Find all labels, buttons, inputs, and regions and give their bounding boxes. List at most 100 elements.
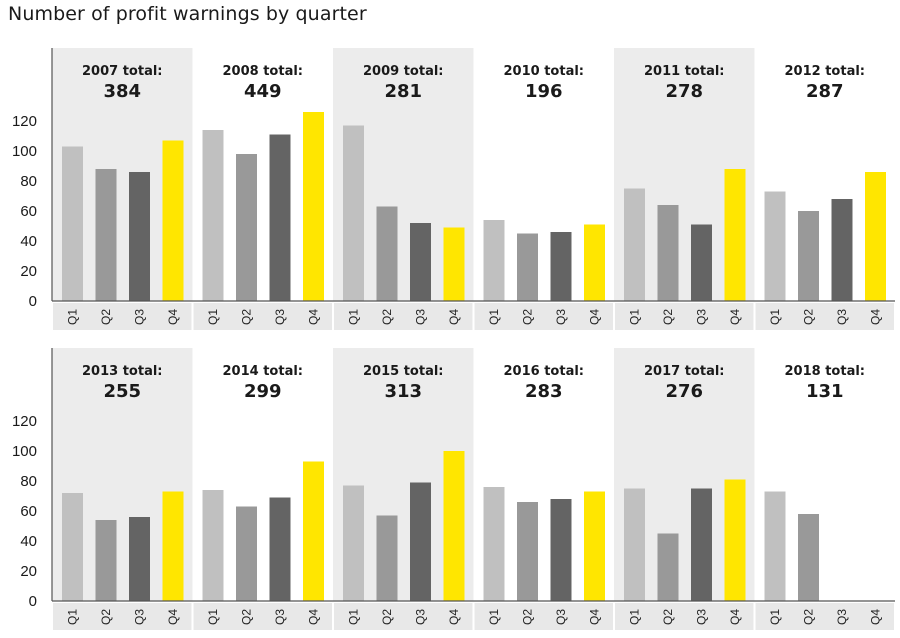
quarter-tick-label: Q4 xyxy=(166,609,180,625)
panel-year-label: 2014 total: xyxy=(223,364,304,379)
panel-total-value: 287 xyxy=(806,81,844,102)
panel-8: 2014 total: 299 Q1 Q2 Q3 Q4 xyxy=(193,364,332,630)
bar-q4 xyxy=(303,112,324,301)
bar-q3 xyxy=(691,488,712,601)
bar-q1 xyxy=(483,220,505,301)
quarter-tick-label: Q1 xyxy=(347,309,361,325)
quarter-tick-label: Q2 xyxy=(99,609,113,625)
bar-q3 xyxy=(269,134,291,301)
bar-q1 xyxy=(202,490,224,601)
bar-q4 xyxy=(584,224,605,301)
quarter-tick-label: Q3 xyxy=(835,609,849,625)
quarter-tick-label: Q2 xyxy=(240,309,254,325)
quarter-tick-label: Q4 xyxy=(447,609,461,625)
quarter-label-strip xyxy=(474,603,613,630)
bar-q1 xyxy=(624,188,645,301)
y-tick-label: 40 xyxy=(20,233,37,250)
panel-12: 2018 total: 131 Q1 Q2 Q3 Q4 xyxy=(755,364,894,630)
bar-q3 xyxy=(550,232,572,301)
quarter-tick-label: Q4 xyxy=(869,309,883,325)
quarter-tick-label: Q2 xyxy=(380,609,394,625)
quarter-tick-label: Q1 xyxy=(66,609,80,625)
bar-q1 xyxy=(483,487,505,601)
quarter-label-strip xyxy=(53,603,192,630)
quarter-tick-label: Q3 xyxy=(695,609,709,625)
panel-11: 2017 total: 276 Q1 Q2 Q3 Q4 xyxy=(614,348,755,630)
bar-q1 xyxy=(202,130,224,301)
quarter-tick-label: Q2 xyxy=(661,609,675,625)
quarter-tick-label: Q2 xyxy=(99,309,113,325)
bar-q4 xyxy=(584,491,605,601)
y-tick-label: 120 xyxy=(12,113,37,130)
quarter-tick-label: Q4 xyxy=(728,609,742,625)
quarter-tick-label: Q2 xyxy=(521,609,535,625)
panel-9: 2015 total: 313 Q1 Q2 Q3 Q4 xyxy=(333,348,474,630)
y-tick-label: 60 xyxy=(20,503,37,520)
quarter-tick-label: Q3 xyxy=(554,609,568,625)
y-tick-label: 0 xyxy=(29,293,37,310)
bar-q1 xyxy=(343,125,364,301)
bar-q2 xyxy=(657,205,679,301)
quarter-tick-label: Q1 xyxy=(347,609,361,625)
bar-q4 xyxy=(724,479,746,601)
bar-q4 xyxy=(162,491,184,601)
bar-q3 xyxy=(691,224,712,301)
quarter-tick-label: Q1 xyxy=(206,609,220,625)
panel-total-value: 449 xyxy=(244,81,282,102)
bar-q2 xyxy=(236,154,257,301)
y-axis-1: 0 20 40 60 80 100 120 xyxy=(12,48,895,310)
quarter-tick-label: Q3 xyxy=(273,609,287,625)
quarter-tick-label: Q2 xyxy=(240,609,254,625)
quarter-tick-label: Q1 xyxy=(206,309,220,325)
bar-q4 xyxy=(162,140,184,301)
bar-q3 xyxy=(129,517,150,601)
quarter-label-strip xyxy=(53,303,192,330)
quarter-label-strip xyxy=(615,303,754,330)
panel-total-value: 283 xyxy=(525,381,563,402)
bar-q4 xyxy=(443,451,465,601)
bar-q4 xyxy=(303,461,324,601)
quarter-tick-label: Q3 xyxy=(414,609,428,625)
y-tick-label: 80 xyxy=(20,173,37,190)
panel-year-label: 2012 total: xyxy=(785,64,866,79)
quarter-tick-label: Q3 xyxy=(133,609,147,625)
quarter-tick-label: Q2 xyxy=(802,309,816,325)
quarter-tick-label: Q3 xyxy=(133,309,147,325)
quarter-tick-label: Q3 xyxy=(835,309,849,325)
y-axis-2: 0 20 40 60 80 100 120 xyxy=(12,348,895,610)
bar-q2 xyxy=(376,206,398,301)
bar-q2 xyxy=(376,515,398,601)
quarter-tick-label: Q2 xyxy=(521,309,535,325)
bar-q1 xyxy=(764,191,786,301)
quarter-tick-label: Q1 xyxy=(487,609,501,625)
bar-q1 xyxy=(764,491,786,601)
y-tick-label: 20 xyxy=(20,563,37,580)
quarter-tick-label: Q4 xyxy=(166,309,180,325)
panel-6: 2012 total: 287 Q1 Q2 Q3 Q4 xyxy=(755,64,894,330)
bar-q2 xyxy=(236,506,257,601)
quarter-label-strip xyxy=(755,303,894,330)
bar-q2 xyxy=(798,514,819,601)
panel-2: 2008 total: 449 Q1 Q2 Q3 Q4 xyxy=(193,64,332,330)
panel-year-label: 2013 total: xyxy=(82,364,163,379)
bar-q3 xyxy=(410,482,431,601)
quarter-tick-label: Q3 xyxy=(414,309,428,325)
quarter-tick-label: Q4 xyxy=(869,609,883,625)
quarter-label-strip xyxy=(755,603,894,630)
bar-q3 xyxy=(269,497,291,601)
bar-q3 xyxy=(831,199,853,301)
panel-year-label: 2010 total: xyxy=(504,64,585,79)
bar-q2 xyxy=(95,520,117,601)
quarter-label-strip xyxy=(193,603,332,630)
panel-10: 2016 total: 283 Q1 Q2 Q3 Q4 xyxy=(474,364,613,630)
bar-q2 xyxy=(517,502,538,601)
quarter-label-strip xyxy=(334,603,473,630)
panel-4: 2010 total: 196 Q1 Q2 Q3 Q4 xyxy=(474,64,613,330)
panel-year-label: 2008 total: xyxy=(223,64,304,79)
y-tick-label: 60 xyxy=(20,203,37,220)
panel-total-value: 299 xyxy=(244,381,282,402)
y-tick-label: 100 xyxy=(12,443,37,460)
panel-total-value: 255 xyxy=(103,381,141,402)
bar-q1 xyxy=(343,485,364,601)
